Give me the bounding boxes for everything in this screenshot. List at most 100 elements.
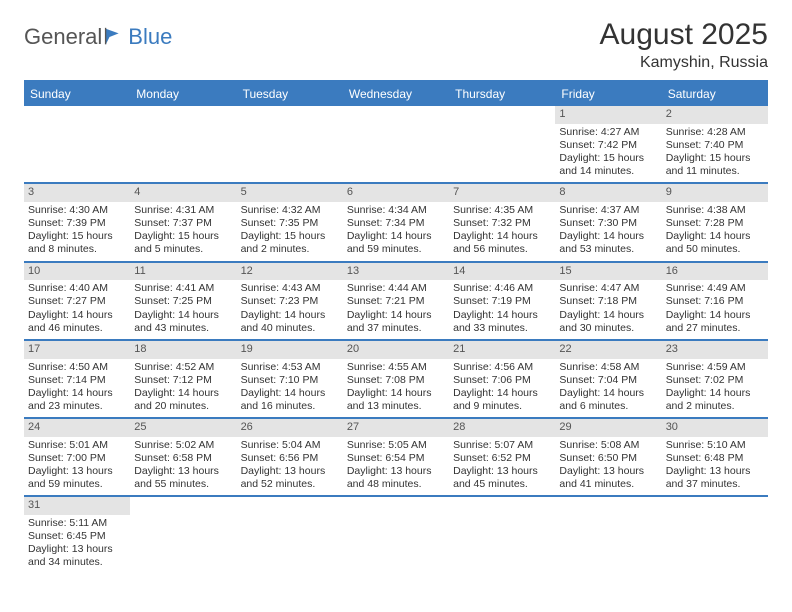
sunrise-text: Sunrise: 4:44 AM [347, 282, 445, 295]
day-number: 13 [343, 263, 449, 281]
empty-cell [555, 497, 661, 573]
daylight1-text: Daylight: 14 hours [453, 230, 551, 243]
daylight2-text: and 52 minutes. [241, 478, 339, 491]
sunset-text: Sunset: 7:28 PM [666, 217, 764, 230]
sunset-text: Sunset: 7:23 PM [241, 295, 339, 308]
empty-cell [343, 106, 449, 182]
sunrise-text: Sunrise: 4:46 AM [453, 282, 551, 295]
daylight1-text: Daylight: 14 hours [347, 309, 445, 322]
empty-cell [237, 497, 343, 573]
sunrise-text: Sunrise: 4:27 AM [559, 126, 657, 139]
sunrise-text: Sunrise: 4:32 AM [241, 204, 339, 217]
sunrise-text: Sunrise: 4:35 AM [453, 204, 551, 217]
sunrise-text: Sunrise: 4:53 AM [241, 361, 339, 374]
weeks-container: 1Sunrise: 4:27 AMSunset: 7:42 PMDaylight… [24, 106, 768, 574]
day-number: 25 [130, 419, 236, 437]
daylight1-text: Daylight: 14 hours [559, 309, 657, 322]
calendar: SundayMondayTuesdayWednesdayThursdayFrid… [24, 80, 768, 574]
sunset-text: Sunset: 7:34 PM [347, 217, 445, 230]
day-cell: 5Sunrise: 4:32 AMSunset: 7:35 PMDaylight… [237, 184, 343, 260]
daylight1-text: Daylight: 13 hours [241, 465, 339, 478]
sunrise-text: Sunrise: 4:28 AM [666, 126, 764, 139]
sunset-text: Sunset: 7:21 PM [347, 295, 445, 308]
sunset-text: Sunset: 7:32 PM [453, 217, 551, 230]
day-header: Sunday [24, 82, 130, 106]
empty-cell [662, 497, 768, 573]
day-header: Friday [555, 82, 661, 106]
day-number: 11 [130, 263, 236, 281]
daylight1-text: Daylight: 13 hours [28, 465, 126, 478]
day-number: 18 [130, 341, 236, 359]
day-number: 17 [24, 341, 130, 359]
daylight2-text: and 56 minutes. [453, 243, 551, 256]
location-label: Kamyshin, Russia [600, 54, 768, 72]
daylight2-text: and 13 minutes. [347, 400, 445, 413]
empty-cell [343, 497, 449, 573]
day-number: 16 [662, 263, 768, 281]
sunrise-text: Sunrise: 4:59 AM [666, 361, 764, 374]
daylight2-text: and 59 minutes. [347, 243, 445, 256]
day-cell: 2Sunrise: 4:28 AMSunset: 7:40 PMDaylight… [662, 106, 768, 182]
daylight2-text: and 8 minutes. [28, 243, 126, 256]
daylight2-text: and 43 minutes. [134, 322, 232, 335]
empty-cell [449, 497, 555, 573]
day-number: 21 [449, 341, 555, 359]
daylight1-text: Daylight: 14 hours [666, 230, 764, 243]
daylight2-text: and 16 minutes. [241, 400, 339, 413]
day-cell: 18Sunrise: 4:52 AMSunset: 7:12 PMDayligh… [130, 341, 236, 417]
day-header: Thursday [449, 82, 555, 106]
daylight2-text: and 45 minutes. [453, 478, 551, 491]
sunrise-text: Sunrise: 4:37 AM [559, 204, 657, 217]
daylight1-text: Daylight: 14 hours [134, 387, 232, 400]
logo: General Blue [24, 18, 172, 50]
sunset-text: Sunset: 7:35 PM [241, 217, 339, 230]
day-number: 7 [449, 184, 555, 202]
daylight1-text: Daylight: 14 hours [28, 387, 126, 400]
day-cell: 26Sunrise: 5:04 AMSunset: 6:56 PMDayligh… [237, 419, 343, 495]
daylight1-text: Daylight: 14 hours [28, 309, 126, 322]
day-number: 23 [662, 341, 768, 359]
sunrise-text: Sunrise: 4:34 AM [347, 204, 445, 217]
day-cell: 16Sunrise: 4:49 AMSunset: 7:16 PMDayligh… [662, 263, 768, 339]
day-cell: 21 Sunrise: 4:56 AMSunset: 7:06 PMDayligh… [449, 341, 555, 417]
sunset-text: Sunset: 7:19 PM [453, 295, 551, 308]
sunset-text: Sunset: 7:06 PM [453, 374, 551, 387]
day-cell: 15Sunrise: 4:47 AMSunset: 7:18 PMDayligh… [555, 263, 661, 339]
daylight2-text: and 48 minutes. [347, 478, 445, 491]
day-cell: 8Sunrise: 4:37 AMSunset: 7:30 PMDaylight… [555, 184, 661, 260]
day-number: 22 [555, 341, 661, 359]
daylight2-text: and 11 minutes. [666, 165, 764, 178]
day-cell: 6Sunrise: 4:34 AMSunset: 7:34 PMDaylight… [343, 184, 449, 260]
daylight2-text: and 46 minutes. [28, 322, 126, 335]
sunrise-text: Sunrise: 4:56 AM [453, 361, 551, 374]
daylight1-text: Daylight: 15 hours [666, 152, 764, 165]
day-number: 12 [237, 263, 343, 281]
day-number: 14 [449, 263, 555, 281]
daylight1-text: Daylight: 14 hours [453, 387, 551, 400]
sunrise-text: Sunrise: 4:31 AM [134, 204, 232, 217]
sunrise-text: Sunrise: 4:58 AM [559, 361, 657, 374]
sunset-text: Sunset: 7:00 PM [28, 452, 126, 465]
sunset-text: Sunset: 7:12 PM [134, 374, 232, 387]
sunset-text: Sunset: 7:02 PM [666, 374, 764, 387]
day-number: 2 [662, 106, 768, 124]
sunrise-text: Sunrise: 5:01 AM [28, 439, 126, 452]
logo-text-general: General [24, 24, 102, 50]
daylight1-text: Daylight: 15 hours [134, 230, 232, 243]
daylight2-text: and 59 minutes. [28, 478, 126, 491]
daylight1-text: Daylight: 14 hours [134, 309, 232, 322]
day-cell: 1Sunrise: 4:27 AMSunset: 7:42 PMDaylight… [555, 106, 661, 182]
day-number: 28 [449, 419, 555, 437]
day-number: 4 [130, 184, 236, 202]
sunrise-text: Sunrise: 5:08 AM [559, 439, 657, 452]
day-header-row: SundayMondayTuesdayWednesdayThursdayFrid… [24, 82, 768, 106]
daylight2-text: and 37 minutes. [666, 478, 764, 491]
day-number: 24 [24, 419, 130, 437]
sunrise-text: Sunrise: 5:11 AM [28, 517, 126, 530]
daylight1-text: Daylight: 14 hours [241, 387, 339, 400]
daylight2-text: and 2 minutes. [666, 400, 764, 413]
daylight2-text: and 23 minutes. [28, 400, 126, 413]
sunset-text: Sunset: 7:27 PM [28, 295, 126, 308]
day-cell: 28Sunrise: 5:07 AMSunset: 6:52 PMDayligh… [449, 419, 555, 495]
day-cell: 29Sunrise: 5:08 AMSunset: 6:50 PMDayligh… [555, 419, 661, 495]
